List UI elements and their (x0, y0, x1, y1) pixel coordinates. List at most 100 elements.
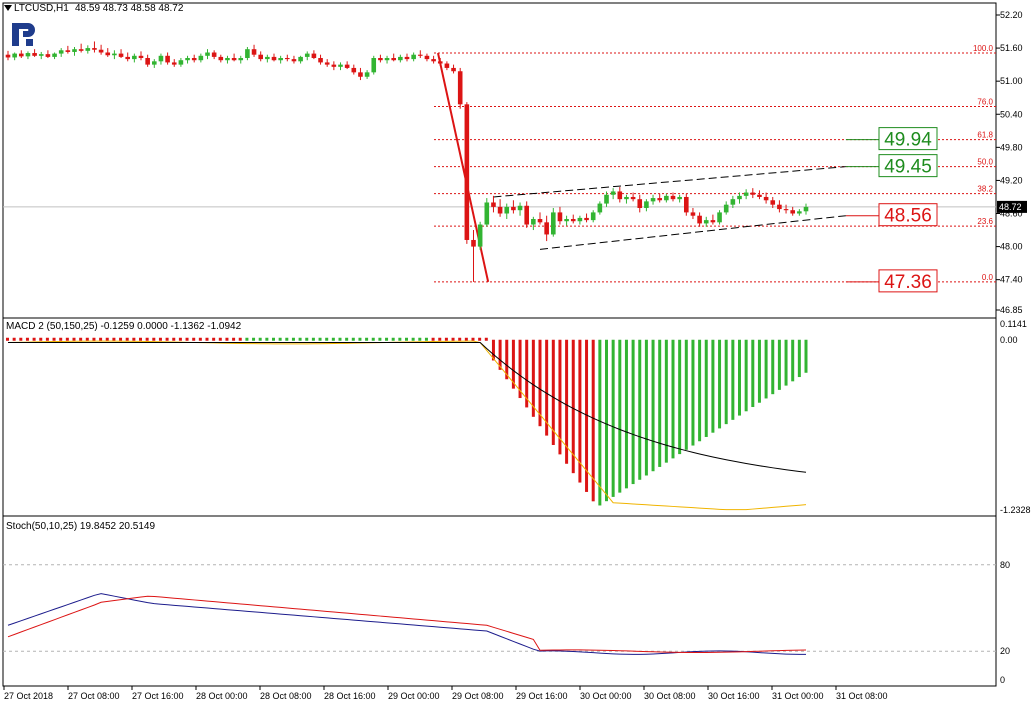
chart-menu-triangle-icon[interactable] (4, 5, 12, 11)
macd-hist-bar (464, 337, 468, 341)
macd-hist-bar (99, 337, 103, 341)
candle-body (72, 49, 77, 52)
macd-hist-bar (305, 337, 309, 341)
time-axis-tick-label: 27 Oct 16:00 (132, 691, 184, 701)
macd-hist-bar (424, 337, 428, 341)
macd-hist-bar (272, 337, 275, 341)
candle-body (112, 53, 117, 56)
candle-body (650, 198, 656, 202)
candle-body (105, 52, 111, 56)
macd-hist-bar (624, 339, 628, 489)
price-axis-tick-label: 49.20 (1000, 175, 1023, 185)
macd-hist-bar (711, 339, 715, 433)
macd-hist-bar (804, 339, 808, 373)
macd-hist-bar (25, 337, 29, 341)
candle-body (797, 211, 802, 214)
candle-body (38, 54, 44, 56)
candle-body (677, 196, 682, 200)
candle-body (730, 199, 736, 205)
macd-axis-tick-label: 0.00 (1000, 335, 1018, 345)
macd-main-line (8, 342, 807, 473)
candle-body (777, 204, 782, 210)
candle-body (78, 49, 84, 51)
macd-hist-bar (165, 337, 169, 341)
macd-hist-bar (365, 337, 369, 341)
candle-body (664, 195, 669, 201)
macd-hist-bar (411, 337, 415, 341)
macd-hist-bar (218, 337, 222, 341)
fib-level-label: 76.0 (977, 98, 993, 107)
stoch-axis-tick-label: 0 (1000, 675, 1005, 685)
fib-level-label: 23.6 (977, 217, 993, 226)
candle-body (524, 205, 529, 225)
macd-hist-bar (79, 337, 83, 341)
candle-body (364, 72, 370, 77)
macd-hist-bar (551, 339, 555, 445)
macd-hist-bar (684, 339, 688, 450)
candle-body (12, 53, 17, 58)
fib-level-label: 38.2 (977, 185, 993, 194)
candle-body (398, 56, 403, 61)
time-axis-tick-label: 30 Oct 08:00 (644, 691, 696, 701)
candle-body (158, 55, 164, 62)
candle-body (610, 191, 616, 195)
candle-body (5, 54, 11, 58)
candle-body (451, 67, 456, 72)
macd-hist-bar (731, 339, 735, 420)
macd-hist-bar (65, 337, 69, 341)
candle-body (218, 56, 224, 61)
candle-body (378, 58, 383, 61)
candle-body (444, 63, 450, 68)
macd-hist-bar (318, 337, 322, 341)
macd-hist-bar (458, 337, 462, 341)
symbol-label: LTCUSD,H1 (14, 3, 69, 14)
candle-body (171, 62, 177, 65)
candle-body (531, 219, 536, 225)
candle-body (191, 58, 197, 61)
candle-body (624, 196, 629, 200)
stoch-axis-tick-label: 20 (1000, 646, 1010, 656)
macd-hist-bar (605, 339, 608, 502)
candle-body (85, 48, 91, 51)
price-axis-tick-label: 48.00 (1000, 242, 1023, 252)
price-label-box (878, 154, 938, 178)
macd-hist-bar (658, 339, 662, 467)
candle-body (743, 192, 749, 196)
channel-lower-line (539, 215, 846, 250)
macd-hist-bar (172, 337, 176, 341)
time-axis-tick-label: 31 Oct 08:00 (836, 691, 888, 701)
candle-body (717, 212, 722, 223)
macd-hist-bar (152, 337, 156, 341)
macd-hist-bar (704, 339, 708, 437)
candle-body (251, 49, 257, 55)
macd-hist-bar (258, 337, 262, 341)
candle-body (584, 217, 589, 221)
macd-hist-bar (331, 337, 335, 341)
macd-hist-bar (371, 337, 375, 341)
macd-hist-bar (291, 337, 295, 341)
candle-body (757, 194, 762, 197)
macd-hist-bar (178, 337, 182, 341)
candle-body (763, 196, 769, 201)
candle-body (617, 191, 623, 200)
macd-hist-bar (45, 337, 49, 341)
candle-body (723, 204, 729, 213)
macd-hist-bar (92, 337, 96, 341)
macd-hist-bar (791, 339, 795, 382)
candle-body (497, 206, 503, 214)
candle-body (298, 56, 303, 62)
stoch-panel-frame (2, 515, 997, 687)
candle-body (517, 205, 523, 211)
macd-hist-bar (358, 337, 362, 341)
candle-body (737, 195, 742, 200)
macd-hist-bar (431, 337, 435, 341)
fib-level-label: 0.0 (982, 273, 994, 282)
candle-body (471, 239, 476, 247)
macd-hist-bar (72, 337, 76, 341)
candle-body (331, 64, 337, 67)
candle-body (684, 196, 689, 213)
macd-hist-bar (338, 337, 342, 341)
macd-hist-bar (671, 339, 675, 459)
